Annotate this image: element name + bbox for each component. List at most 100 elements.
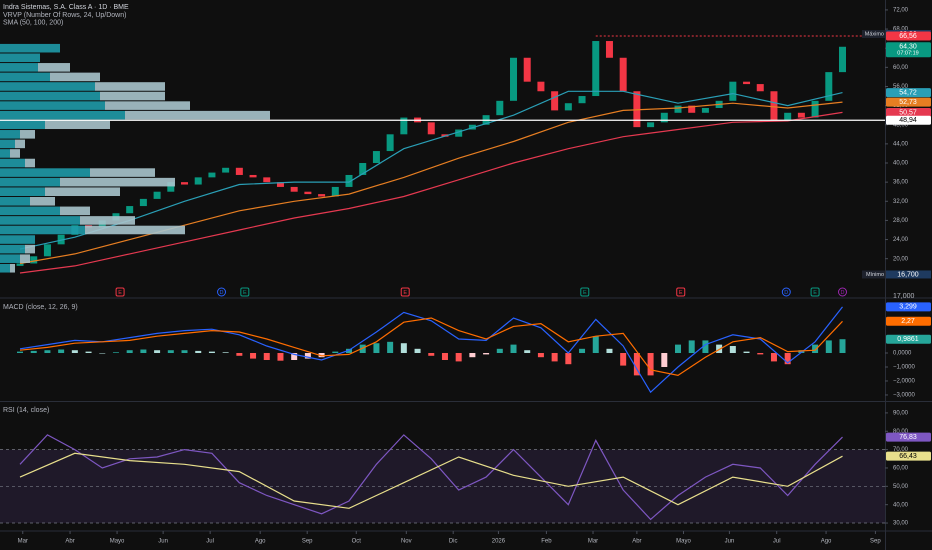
candle-body [372,151,380,164]
x-tick-label: Jun [725,539,735,545]
price-badge-label: 64,30 [899,44,917,51]
candle-body [222,167,230,173]
candle-body [16,263,24,266]
candle-body [153,191,161,199]
event-label: D [220,290,224,296]
volume-profile-down [38,63,70,72]
price-badge [886,334,931,344]
chart-title: Indra Sistemas, S.A. Class A · 1D · BME [3,4,129,11]
histogram-bar [455,353,462,362]
candle-body [756,84,764,92]
event-label: E [118,290,122,296]
price-badge-label: 76,83 [899,434,917,441]
volume-profile-up [0,53,40,63]
price-badge-label: 48,94 [899,117,917,124]
histogram-bar [58,349,65,354]
y-tick-label: 30,00 [893,521,909,527]
histogram-bar [702,340,709,354]
price-badge [886,88,931,98]
y-tick-label: 68,00 [893,27,909,33]
candle-body [839,46,847,73]
histogram-bar [250,353,257,359]
candle-body [43,244,51,257]
histogram-bar [579,348,586,354]
candle-body [784,112,792,120]
volume-profile-up [0,225,85,235]
histogram-bar [332,351,339,354]
volume-profile-up [0,63,38,72]
event-marker [580,287,590,297]
candle-body [455,129,463,137]
y-tick-label: 90,00 [893,410,909,416]
y-tick-label: 80,00 [893,429,909,435]
candle-body [743,81,751,85]
y-tick-label: 40,00 [893,502,909,508]
volume-profile-up [0,110,125,120]
candle-body [386,134,394,152]
candle-body [633,91,641,128]
candle-body [688,105,696,113]
volume-profile-up [0,196,30,206]
histogram-bar [729,346,736,354]
volume-profile-up [0,101,105,110]
event-label: E [679,290,683,296]
candle-body [400,117,408,135]
candle-body [318,194,326,197]
price-badge-label: 66,43 [899,453,917,460]
x-tick-label: Ago [255,539,266,545]
volume-profile-down [85,225,185,235]
x-tick-label: Mar [18,539,28,545]
candle-body [647,122,655,128]
histogram-bar [44,350,51,354]
volume-profile-up [0,206,60,216]
x-tick-label: Abr [65,539,74,545]
volume-profile-up [0,130,20,139]
histogram-bar [784,353,791,365]
candle-body [235,167,243,175]
candle-body [537,81,545,92]
event-marker [240,287,250,297]
histogram-bar [277,353,284,361]
volume-profile-down [105,101,190,110]
volume-profile-up [0,177,60,187]
candle-body [194,177,202,185]
histogram-bar [208,351,215,354]
candle-body [701,107,709,113]
indicator-line [19,317,843,377]
event-marker [676,287,686,297]
histogram-bar [400,343,407,354]
histogram-bar [565,353,572,365]
extreme-title: Mínimo [866,272,884,278]
indicator-line [19,111,843,274]
volume-profile-down [25,158,35,168]
histogram-bar [17,351,24,354]
price-badge [886,451,931,461]
histogram-bar [373,343,380,354]
indicator-line [19,90,843,250]
histogram-bar [30,350,37,354]
extreme-label: 16,700 [897,271,919,278]
candle-body [770,91,778,120]
histogram-bar [633,353,640,376]
candle-body [290,186,298,192]
candle-body [276,182,284,187]
candle-body [660,112,668,123]
histogram-bar [606,348,613,354]
histogram-bar [181,350,188,354]
volume-profile-down [125,110,270,120]
candle-body [263,177,271,183]
histogram-bar [551,353,558,362]
histogram-bar [126,350,133,354]
histogram-bar [688,340,695,354]
volume-profile-down [10,149,20,158]
candle-body [304,191,312,195]
event-label: E [583,290,587,296]
x-tick-label: 2026 [492,539,506,545]
price-badge [886,302,931,312]
candle-body [729,81,737,101]
volume-profile-up [0,244,25,254]
candle-body [592,41,600,97]
y-tick-label: 32,00 [893,199,909,205]
histogram-bar [592,336,599,354]
indicator-line [19,452,843,509]
